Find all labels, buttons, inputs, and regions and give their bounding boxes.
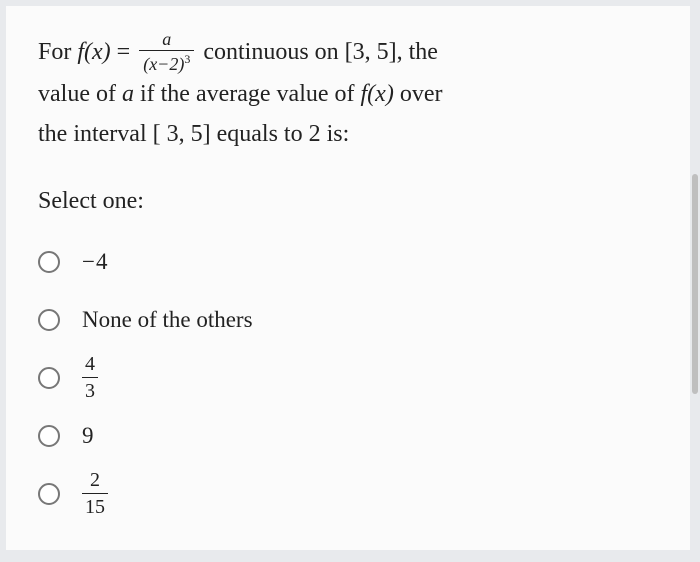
- text: over: [394, 81, 443, 107]
- option-5[interactable]: 2 15: [38, 465, 658, 523]
- option-fraction: 2 15: [82, 470, 108, 517]
- radio-icon: [38, 367, 60, 389]
- fx: f(x): [361, 81, 394, 107]
- scrollbar-thumb[interactable]: [692, 174, 698, 394]
- radio-icon: [38, 309, 60, 331]
- option-label: 9: [82, 423, 94, 449]
- radio-icon: [38, 251, 60, 273]
- interval: [3, 5]: [345, 39, 397, 65]
- frac-num: a: [139, 30, 194, 51]
- text: , the: [397, 39, 438, 65]
- option-4[interactable]: 9: [38, 407, 658, 465]
- text: if the average value of: [134, 81, 361, 107]
- select-one-prompt: Select one:: [38, 188, 658, 215]
- question-card: For f(x) = a(x−2)3 continuous on [3, 5],…: [6, 6, 690, 550]
- option-3[interactable]: 4 3: [38, 349, 658, 407]
- eq: =: [111, 39, 137, 65]
- option-label: 4 3: [82, 354, 98, 403]
- scrollbar[interactable]: [692, 12, 698, 556]
- option-label: −4: [82, 249, 108, 275]
- radio-icon: [38, 483, 60, 505]
- option-fraction: 4 3: [82, 354, 98, 401]
- text: continuous on: [197, 39, 344, 65]
- fraction: a(x−2)3: [139, 30, 194, 73]
- option-1[interactable]: −4: [38, 233, 658, 291]
- text: For: [38, 39, 77, 65]
- options-list: −4 None of the others 4 3 9 2: [38, 233, 658, 523]
- fx: f(x): [77, 39, 110, 65]
- frac-den: (x−2)3: [139, 51, 194, 73]
- option-2[interactable]: None of the others: [38, 291, 658, 349]
- option-label: 2 15: [82, 470, 108, 519]
- option-label: None of the others: [82, 307, 253, 333]
- text: the interval [ 3, 5] equals to 2 is:: [38, 121, 349, 147]
- question-text: For f(x) = a(x−2)3 continuous on [3, 5],…: [38, 32, 658, 154]
- text: value of: [38, 81, 122, 107]
- a-var: a: [122, 81, 134, 107]
- radio-icon: [38, 425, 60, 447]
